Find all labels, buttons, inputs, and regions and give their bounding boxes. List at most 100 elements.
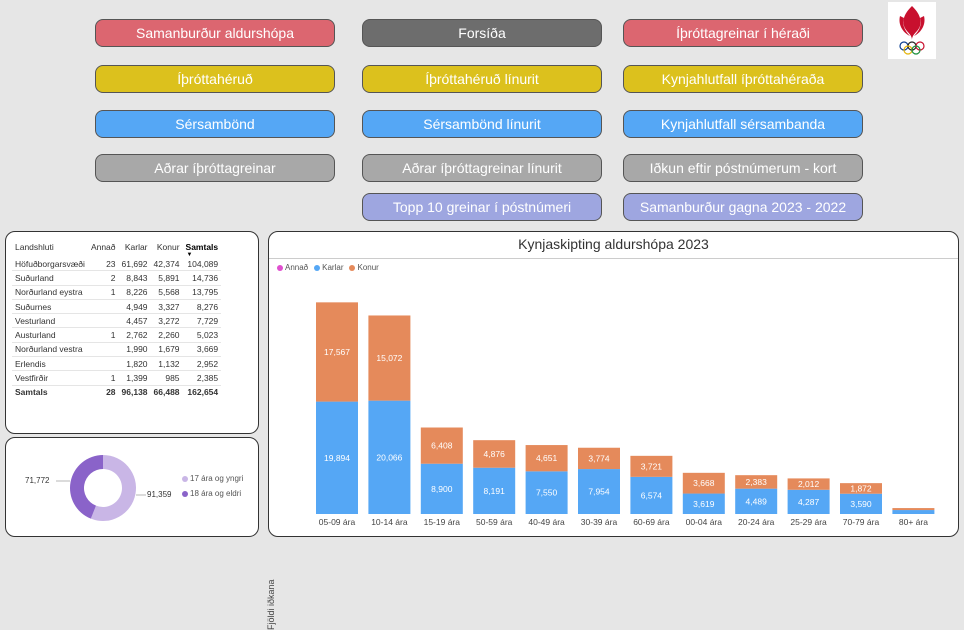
table-cell: 5,023 <box>182 327 222 343</box>
legend-label: Karlar <box>322 263 344 272</box>
bar-konur[interactable] <box>368 315 411 401</box>
nav-ithrottagreinar-i-heradi-button[interactable]: Íþróttagreinar í héraði <box>623 19 863 47</box>
isi-logo <box>888 2 936 59</box>
table-cell: Suðurland <box>12 270 88 286</box>
legend-dot <box>349 264 356 271</box>
bar-konur[interactable] <box>787 478 830 490</box>
donut-legend: 17 ára og yngri 18 ára og eldri <box>182 474 243 498</box>
bar-karlar[interactable] <box>840 493 882 514</box>
table-cell: 1 <box>87 370 119 386</box>
bar-konur[interactable] <box>316 302 358 402</box>
legend-item-annad[interactable]: Annað <box>277 263 308 272</box>
donut-label-right: 91,359 <box>147 490 172 499</box>
table-cell: 7,729 <box>182 313 222 329</box>
table-cell: 2,260 <box>150 327 183 343</box>
legend-item-karlar[interactable]: Karlar <box>314 263 343 272</box>
data-label-konur: 3,721 <box>641 461 663 471</box>
bar-konur[interactable] <box>525 445 568 472</box>
bar-konur[interactable] <box>630 455 673 477</box>
data-label-karlar: 3,590 <box>850 499 872 509</box>
table-row[interactable]: Erlendis 1,820 1,132 2,952 <box>12 356 222 372</box>
data-label-konur: 2,383 <box>746 477 768 487</box>
bar-karlar[interactable] <box>525 471 568 514</box>
nav-topp10-button[interactable]: Topp 10 greinar í póstnúmeri <box>362 193 602 221</box>
bar-karlar[interactable] <box>368 400 411 514</box>
table-cell: 42,374 <box>150 257 183 272</box>
data-label-karlar: 8,900 <box>431 484 453 494</box>
bar-karlar[interactable] <box>682 493 725 514</box>
table-cell: 104,089 <box>182 257 222 272</box>
table-row[interactable]: Vesturland 4,457 3,272 7,729 <box>12 313 222 329</box>
table-row[interactable]: Höfuðborgarsvæði 23 61,692 42,374 104,089 <box>12 257 222 272</box>
donut-legend-item[interactable]: 17 ára og yngri <box>182 474 243 483</box>
table-cell: Erlendis <box>12 356 88 372</box>
bar-konur[interactable] <box>473 440 516 468</box>
nav-samanburdur-aldurshopa-button[interactable]: Samanburður aldurshópa <box>95 19 335 47</box>
nav-ithrottaherud-linurit-button[interactable]: Íþróttahéruð línurit <box>362 65 602 93</box>
bar-karlar[interactable] <box>316 401 358 514</box>
table-cell <box>87 299 119 315</box>
donut-slice[interactable] <box>69 455 103 519</box>
bar-karlar[interactable] <box>420 463 463 514</box>
legend-item-konur[interactable]: Konur <box>349 263 379 272</box>
donut-slice[interactable] <box>90 455 136 521</box>
table-row[interactable]: Suðurnes 4,949 3,327 8,276 <box>12 299 222 315</box>
table-cell: 2,762 <box>118 327 151 343</box>
bar-konur[interactable] <box>578 447 620 470</box>
bar-konur[interactable] <box>735 475 778 489</box>
bar-karlar[interactable] <box>735 488 778 514</box>
table-cell: 1 <box>87 285 119 300</box>
nav-kynjahlutfall-ithrottaherada-button[interactable]: Kynjahlutfall íþróttahéraða <box>623 65 863 93</box>
table-total-row[interactable]: Samtals 28 96,138 66,488 162,654 <box>12 385 221 399</box>
bar-karlar[interactable] <box>892 510 935 514</box>
bar-karlar[interactable] <box>787 489 830 514</box>
bar-konur[interactable] <box>682 472 725 494</box>
nav-forsida-button[interactable]: Forsíða <box>362 19 602 47</box>
title-divider <box>269 258 958 259</box>
table-row[interactable]: Vestfirðir 1 1,399 985 2,385 <box>12 370 222 386</box>
data-label-konur: 2,012 <box>798 479 820 489</box>
nav-adrar-ithrottagreinar-linurit-button[interactable]: Aðrar íþróttagreinar línurit <box>362 154 602 182</box>
col-header-landshluti[interactable]: Landshluti <box>15 242 54 252</box>
nav-idkun-eftir-postnumerum-button[interactable]: Iðkun eftir póstnúmerum - kort <box>623 154 863 182</box>
bar-karlar[interactable] <box>578 469 620 514</box>
col-header-konur[interactable]: Konur <box>156 242 180 252</box>
x-tick-label: 00-04 ára <box>686 517 723 527</box>
nav-kynjahlutfall-sersambanda-button[interactable]: Kynjahlutfall sérsambanda <box>623 110 863 138</box>
table-row[interactable]: Norðurland vestra 1,990 1,679 3,669 <box>12 342 222 358</box>
data-label-karlar: 4,287 <box>798 497 820 507</box>
col-header-samtals[interactable]: Samtals ▼ <box>185 242 219 258</box>
table-cell: Vesturland <box>12 313 88 329</box>
legend-label: 18 ára og eldri <box>190 489 242 498</box>
bar-konur[interactable] <box>840 483 882 494</box>
table-row[interactable]: Suðurland 2 8,843 5,891 14,736 <box>12 270 222 286</box>
legend-label: Konur <box>357 263 379 272</box>
table-cell: 162,654 <box>187 387 219 398</box>
table-row[interactable]: Norðurland eystra 1 8,226 5,568 13,795 <box>12 285 222 300</box>
bar-konur[interactable] <box>892 508 935 511</box>
data-label-karlar: 20,066 <box>376 452 402 462</box>
table-row[interactable]: Austurland 1 2,762 2,260 5,023 <box>12 327 222 343</box>
bar-konur[interactable] <box>420 427 463 464</box>
col-header-annad[interactable]: Annað <box>90 242 116 252</box>
nav-sersambond-button[interactable]: Sérsambönd <box>95 110 335 138</box>
table-cell: 4,457 <box>118 313 151 329</box>
col-header-karlar[interactable]: Karlar <box>124 242 148 252</box>
nav-sersambond-linurit-button[interactable]: Sérsambönd línurit <box>362 110 602 138</box>
nav-adrar-ithrottagreinar-button[interactable]: Aðrar íþróttagreinar <box>95 154 335 182</box>
table-cell: Norðurland vestra <box>12 342 88 358</box>
x-tick-label: 80+ ára <box>899 517 928 527</box>
bar-karlar[interactable] <box>473 467 516 514</box>
legend-dot <box>314 264 321 271</box>
nav-samanburdur-gagna-button[interactable]: Samanburður gagna 2023 - 2022 <box>623 193 863 221</box>
legend-dot <box>182 490 188 497</box>
region-table-panel: Landshluti Annað Karlar Konur Samtals ▼ … <box>5 231 259 434</box>
table-cell: 3,669 <box>182 342 222 358</box>
x-tick-label: 20-24 ára <box>738 517 775 527</box>
donut-label-left: 71,772 <box>25 476 50 485</box>
nav-ithrottaherud-button[interactable]: Íþróttahéruð <box>95 65 335 93</box>
donut-legend-item[interactable]: 18 ára og eldri <box>182 489 243 498</box>
chart-legend: Annað Karlar Konur <box>277 263 379 272</box>
bar-karlar[interactable] <box>630 476 673 514</box>
table-cell: Samtals <box>15 387 48 398</box>
